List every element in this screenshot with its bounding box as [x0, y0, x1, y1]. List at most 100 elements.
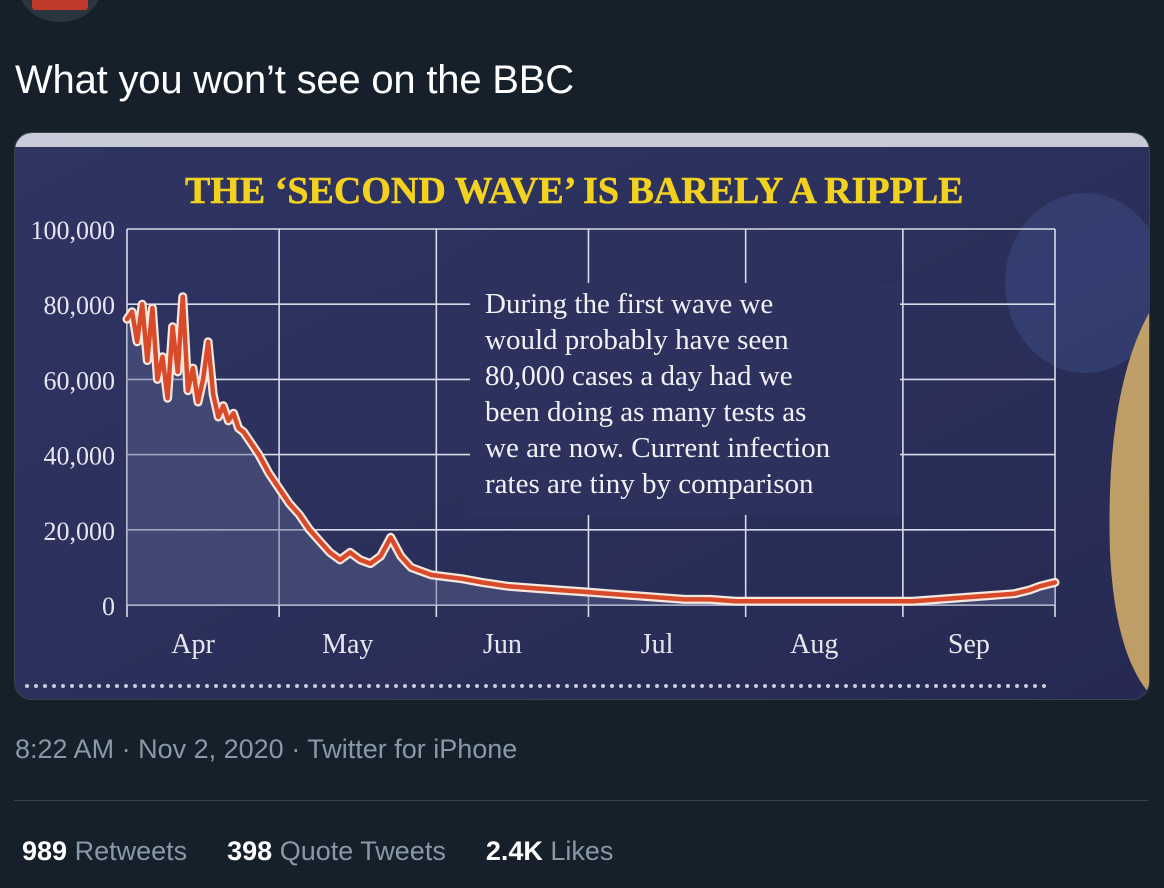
- footer-dot: [1006, 684, 1010, 688]
- footer-dot: [601, 684, 605, 688]
- quote-tweets-count: 398: [227, 836, 273, 866]
- footer-dot: [889, 684, 893, 688]
- y-axis-ticks: 0 20,000 40,000 60,000 80,000 100,000: [31, 216, 116, 621]
- tweet-stats: 989 Retweets 398 Quote Tweets 2.4K Likes: [22, 836, 613, 867]
- footer-dot: [439, 684, 443, 688]
- retweets-label: Retweets: [74, 836, 188, 866]
- footer-dot: [205, 684, 209, 688]
- footer-dot: [754, 684, 758, 688]
- footer-dot: [565, 684, 569, 688]
- footer-dot: [745, 684, 749, 688]
- footer-dot: [700, 684, 704, 688]
- y-tick-label: 20,000: [44, 517, 116, 546]
- footer-dot: [970, 684, 974, 688]
- annotation-line: we are now. Current infection: [485, 432, 831, 464]
- footer-dot: [853, 684, 857, 688]
- footer-dot: [862, 684, 866, 688]
- footer-dot: [1042, 684, 1046, 688]
- x-tick-label: Sep: [948, 629, 990, 660]
- footer-dot: [367, 684, 371, 688]
- footer-dot: [817, 684, 821, 688]
- footer-dot: [682, 684, 686, 688]
- footer-dot: [925, 684, 929, 688]
- y-tick-label: 80,000: [44, 291, 116, 320]
- footer-dot: [871, 684, 875, 688]
- y-tick-label: 0: [102, 592, 115, 621]
- footer-dot: [808, 684, 812, 688]
- footer-dot: [196, 684, 200, 688]
- chart-title: THE ‘SECOND WAVE’ IS BARELY A RIPPLE: [185, 170, 964, 212]
- footer-dot: [691, 684, 695, 688]
- chart-annotation: During the first wave we would probably h…: [470, 283, 900, 515]
- annotation-line: rates are tiny by comparison: [485, 468, 814, 500]
- footer-dot: [106, 684, 110, 688]
- footer-dot: [556, 684, 560, 688]
- footer-dot: [673, 684, 677, 688]
- divider: [14, 800, 1148, 801]
- footer-dot: [448, 684, 452, 688]
- footer-dot: [61, 684, 65, 688]
- footer-dot: [646, 684, 650, 688]
- footer-dot: [484, 684, 488, 688]
- footer-dot: [493, 684, 497, 688]
- annotation-line: 80,000 cases a day had we: [485, 360, 793, 392]
- separator-dot: ·: [121, 734, 131, 764]
- footer-dot: [1015, 684, 1019, 688]
- footer-dot: [232, 684, 236, 688]
- avatar-badge: [32, 0, 88, 10]
- footer-dot: [772, 684, 776, 688]
- footer-dot: [718, 684, 722, 688]
- footer-dot: [466, 684, 470, 688]
- footer-dot: [286, 684, 290, 688]
- footer-dot: [547, 684, 551, 688]
- page-top-strip: [15, 133, 1149, 147]
- footer-dot: [394, 684, 398, 688]
- footer-dot: [736, 684, 740, 688]
- footer-dot: [268, 684, 272, 688]
- y-tick-label: 60,000: [44, 366, 116, 395]
- tweet-media[interactable]: 0 20,000 40,000 60,000 80,000 100,000 Apr May J…: [14, 132, 1150, 700]
- footer-dot: [781, 684, 785, 688]
- footer-dot: [538, 684, 542, 688]
- footer-dot: [457, 684, 461, 688]
- y-tick-label: 40,000: [44, 442, 116, 471]
- retweets-stat[interactable]: 989 Retweets: [22, 836, 187, 867]
- quote-tweets-stat[interactable]: 398 Quote Tweets: [227, 836, 446, 867]
- footer-dot: [430, 684, 434, 688]
- footer-dot: [70, 684, 74, 688]
- footer-dot: [1024, 684, 1028, 688]
- footer-dot: [313, 684, 317, 688]
- footer-dot: [259, 684, 263, 688]
- y-tick-label: 100,000: [31, 216, 116, 245]
- footer-dot: [124, 684, 128, 688]
- likes-count: 2.4K: [485, 836, 543, 866]
- annotation-line: would probably have seen: [485, 324, 789, 356]
- separator-dot: ·: [291, 734, 301, 764]
- x-tick-label: Jul: [641, 629, 674, 660]
- side-photo-fragment: [1109, 313, 1149, 693]
- footer-dot: [160, 684, 164, 688]
- footer-dot: [610, 684, 614, 688]
- tweet-source[interactable]: Twitter for iPhone: [307, 734, 518, 764]
- x-tick-label: Aug: [790, 629, 838, 660]
- footer-dot: [412, 684, 416, 688]
- annotation-line: During the first wave we: [485, 288, 773, 320]
- avatar[interactable]: [20, 0, 100, 22]
- footer-dot: [403, 684, 407, 688]
- series-line: [124, 294, 1058, 604]
- footer-dot: [241, 684, 245, 688]
- series-layer: [122, 292, 1060, 606]
- annotation-line: been doing as many tests as: [485, 396, 806, 428]
- footer-dot: [331, 684, 335, 688]
- footer-dot: [52, 684, 56, 688]
- x-tick-label: Jun: [483, 629, 522, 660]
- tweet-date[interactable]: Nov 2, 2020: [138, 734, 284, 764]
- footer-dot: [583, 684, 587, 688]
- footer-dot: [619, 684, 623, 688]
- footer-dot: [520, 684, 524, 688]
- footer-dot: [340, 684, 344, 688]
- tweet-time[interactable]: 8:22 AM: [15, 734, 115, 764]
- series-area: [127, 296, 1055, 605]
- footer-dot: [475, 684, 479, 688]
- likes-stat[interactable]: 2.4K Likes: [486, 836, 614, 867]
